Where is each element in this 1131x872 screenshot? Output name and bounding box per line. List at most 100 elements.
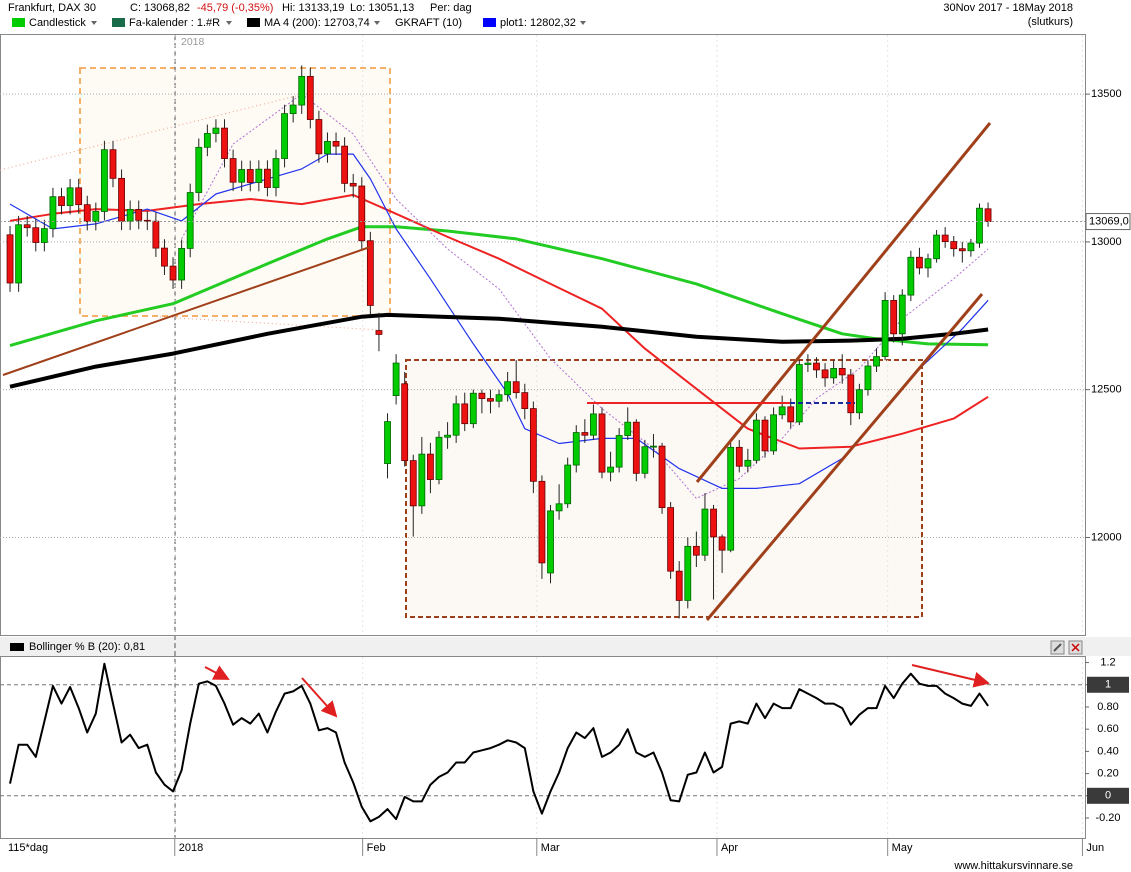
candle-body xyxy=(710,508,717,538)
candle-body xyxy=(529,408,537,482)
candle-body xyxy=(366,240,374,306)
dropdown-icon[interactable] xyxy=(226,21,232,25)
low-info: Lo: 13051,13 xyxy=(350,2,414,14)
candle-body xyxy=(512,381,520,394)
price-type: (slutkurs) xyxy=(1028,16,1073,28)
legend-swatch xyxy=(483,18,496,27)
candle-body xyxy=(186,192,194,249)
candle-body xyxy=(203,133,211,148)
candle-body xyxy=(229,158,237,183)
candle-body xyxy=(641,446,649,474)
candle-body xyxy=(615,435,623,468)
candle-body xyxy=(375,330,383,335)
y-tick-label: 12500 xyxy=(1091,384,1122,396)
candle-body xyxy=(315,119,323,155)
candle-body xyxy=(890,300,898,335)
dropdown-icon[interactable] xyxy=(91,21,97,25)
legend-swatch xyxy=(247,18,260,27)
candle-body xyxy=(478,392,486,399)
lower-panel-header xyxy=(0,637,1131,656)
candle-body xyxy=(753,419,760,461)
candle-body xyxy=(487,398,494,402)
candle-body xyxy=(830,367,838,379)
candle-body xyxy=(6,234,14,284)
candle-body xyxy=(941,234,949,243)
candle-body xyxy=(349,182,357,187)
candle-body xyxy=(718,536,726,551)
candle-body xyxy=(195,146,203,193)
x-tick-label: Feb xyxy=(367,842,386,854)
candle-body xyxy=(92,211,100,222)
legend-label: Fa-kalender : 1.#R xyxy=(129,17,220,29)
crosshair-label: 2018 xyxy=(181,36,205,48)
tool-icon-glyph xyxy=(1053,643,1062,652)
y2-tick-label: 1 xyxy=(1105,679,1111,691)
instrument: Frankfurt, DAX 30 xyxy=(8,2,96,14)
reference-box xyxy=(1087,787,1129,804)
period-info: Per: dag xyxy=(430,2,472,14)
candle-body xyxy=(770,414,777,452)
candle-body xyxy=(950,241,958,250)
candle-body xyxy=(392,362,400,396)
candle-body xyxy=(744,459,752,467)
y2-tick-label: 0.80 xyxy=(1097,701,1118,713)
high-info: Hi: 13133,19 xyxy=(282,2,344,14)
candle-body xyxy=(118,177,125,222)
candle-body xyxy=(658,445,666,509)
candle-body xyxy=(15,224,23,284)
candle-body xyxy=(778,406,786,416)
candle-body xyxy=(598,413,606,473)
candle-body xyxy=(461,403,469,425)
candle-body xyxy=(169,265,177,281)
candle-body xyxy=(135,208,143,221)
date-range: 30Nov 2017 - 18May 2018 xyxy=(943,2,1073,14)
y-tick-label: 12000 xyxy=(1091,531,1122,543)
candle-body xyxy=(101,149,108,212)
divergence-arrow xyxy=(911,664,990,688)
lower-panel-title: Bollinger % B (20): 0,81 xyxy=(29,641,145,653)
candle-body xyxy=(821,369,829,379)
candle-body xyxy=(32,227,40,243)
candle-body xyxy=(564,464,572,505)
candle-body xyxy=(813,362,820,371)
candle-body xyxy=(787,406,795,423)
x-tick-label: May xyxy=(892,842,913,854)
candle-body xyxy=(281,113,288,159)
lower-legend-swatch xyxy=(10,643,24,651)
candle-body xyxy=(958,248,966,252)
y2-tick-label: 1.2 xyxy=(1100,656,1115,668)
legend-label: MA 4 (200): 12703,74 xyxy=(264,17,370,29)
legend-swatch xyxy=(12,18,25,27)
candle-body xyxy=(692,545,700,556)
candle-body xyxy=(684,545,692,601)
candle-body xyxy=(66,187,74,206)
dropdown-icon[interactable] xyxy=(374,21,380,25)
candle-body xyxy=(572,432,580,466)
candle-body xyxy=(547,510,554,574)
candle-body xyxy=(435,436,443,480)
candle-body xyxy=(401,383,409,462)
y2-tick-label: 0.20 xyxy=(1097,768,1118,780)
trend-line xyxy=(159,316,381,331)
candle-body xyxy=(881,300,889,357)
candle-body xyxy=(607,466,614,473)
candle-body xyxy=(650,445,657,448)
legend-label: plot1: 12802,32 xyxy=(500,17,576,29)
candle-body xyxy=(238,169,246,183)
candle-body xyxy=(581,432,589,436)
candle-body xyxy=(427,453,434,480)
footer: www.hittakursvinnare.se xyxy=(953,860,1073,872)
candle-body xyxy=(332,141,340,147)
candle-body xyxy=(469,392,477,425)
candle-body xyxy=(495,394,503,402)
candle-body xyxy=(384,421,391,464)
lower-panel-frame xyxy=(0,656,1086,839)
candle-body xyxy=(272,158,280,188)
x-tick-label: 2018 xyxy=(179,842,203,854)
candle-body xyxy=(452,403,460,436)
candle-body xyxy=(341,145,349,184)
candle-body xyxy=(49,196,57,229)
candle-body xyxy=(933,234,940,260)
dropdown-icon[interactable] xyxy=(580,21,586,25)
